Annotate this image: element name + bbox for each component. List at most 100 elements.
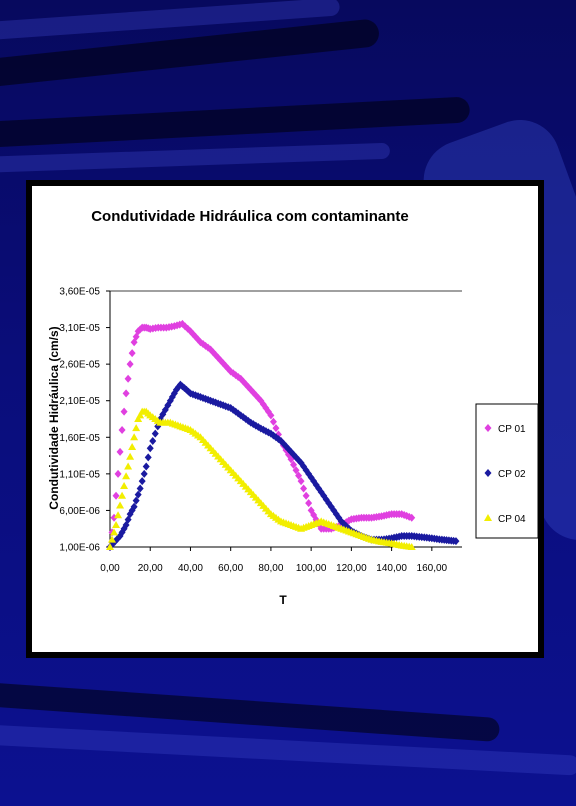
data-point: [126, 452, 135, 460]
data-point: [136, 484, 144, 493]
data-point: [194, 335, 202, 344]
data-point: [116, 501, 125, 509]
data-point: [191, 332, 199, 341]
data-point: [337, 517, 345, 526]
data-point: [134, 490, 142, 499]
series-cp-04: [106, 407, 416, 550]
data-point: [257, 396, 265, 405]
chart-frame: Condutividade Hidráulica com contaminant…: [26, 180, 544, 658]
data-point: [302, 491, 310, 500]
data-point: [452, 537, 460, 546]
data-point: [267, 411, 275, 420]
data-point: [126, 360, 134, 369]
x-axis-title: T: [279, 593, 287, 607]
x-tick-label: 140,00: [376, 563, 407, 574]
data-point: [197, 338, 205, 347]
data-point: [149, 436, 157, 445]
data-point: [112, 491, 120, 500]
data-point: [307, 506, 315, 515]
data-point: [295, 471, 303, 480]
data-point: [136, 411, 145, 419]
data-point: [227, 367, 235, 376]
data-point: [112, 521, 121, 529]
axes: 1,00E-06 6,00E-06 1,10E-05 1,60E-05 2,10E-05…: [59, 287, 462, 574]
data-point: [140, 469, 148, 478]
data-point: [151, 429, 159, 438]
y-tick-label: 1,00E-06: [59, 543, 100, 554]
data-point: [224, 364, 232, 373]
data-point: [239, 413, 247, 422]
data-point: [116, 447, 124, 456]
y-tick-label: 3,60E-05: [59, 287, 100, 298]
y-tick-label: 3,10E-05: [59, 323, 100, 334]
data-point: [110, 528, 119, 536]
legend-label: CP 02: [498, 469, 526, 480]
data-point: [124, 515, 132, 524]
data-point: [264, 407, 272, 416]
data-point: [106, 543, 114, 550]
y-tick-label: 6,00E-06: [59, 506, 100, 517]
data-point: [154, 422, 162, 431]
data-point: [300, 484, 308, 493]
background-stripe: [0, 142, 391, 174]
x-tick-label: 100,00: [296, 563, 327, 574]
data-point: [130, 433, 139, 441]
data-point: [164, 401, 172, 410]
data-point: [108, 535, 117, 543]
data-point: [247, 418, 255, 427]
data-point: [122, 389, 130, 398]
y-tick-label: 1,60E-05: [59, 433, 100, 444]
data-point: [122, 472, 131, 480]
x-tick-label: 20,00: [138, 563, 163, 574]
data-point: [138, 477, 146, 486]
y-axis-title: Condutividade Hidráulica (cm/s): [47, 326, 61, 509]
x-tick-label: 60,00: [218, 563, 243, 574]
data-point: [232, 407, 240, 416]
data-point: [267, 429, 275, 438]
data-point: [134, 415, 143, 422]
x-tick-label: 120,00: [336, 563, 367, 574]
data-point: [269, 417, 277, 426]
legend-marker: [484, 469, 492, 477]
chart-panel: Condutividade Hidráulica com contaminant…: [32, 186, 538, 652]
data-point: [234, 372, 242, 381]
data-point: [132, 496, 140, 505]
scatter-chart: Condutividade Hidráulica com contaminant…: [47, 208, 538, 607]
data-point: [128, 443, 137, 451]
data-point: [118, 491, 127, 499]
legend-label: CP 01: [498, 424, 526, 435]
data-point: [292, 466, 300, 475]
y-tick-label: 1,10E-05: [59, 469, 100, 480]
data-point: [305, 499, 313, 508]
data-point: [274, 435, 282, 444]
legend-marker: [484, 424, 492, 432]
x-tick-label: 0,00: [100, 563, 120, 574]
data-point: [330, 506, 338, 515]
data-point: [114, 469, 122, 478]
series-cp-01: [106, 319, 416, 551]
data-point: [272, 424, 280, 433]
data-point: [128, 349, 136, 358]
data-point: [178, 319, 186, 328]
data-point: [114, 511, 123, 519]
legend: CP 01 CP 02 CP 04: [475, 403, 538, 539]
data-point: [408, 513, 416, 522]
x-tick-label: 80,00: [258, 563, 283, 574]
y-tick-label: 2,10E-05: [59, 396, 100, 407]
x-tick-label: 160,00: [417, 563, 448, 574]
data-point: [407, 543, 416, 550]
data-point: [204, 343, 212, 352]
legend-label: CP 04: [498, 514, 526, 525]
y-tick-label: 2,60E-05: [59, 360, 100, 371]
data-point: [290, 460, 298, 469]
data-point: [118, 425, 126, 434]
x-tick-label: 40,00: [178, 563, 203, 574]
legend-marker: [484, 514, 492, 521]
data-points: [106, 319, 460, 551]
data-point: [120, 482, 129, 490]
data-point: [269, 431, 277, 440]
data-point: [132, 424, 141, 432]
data-point: [130, 502, 138, 511]
data-point: [124, 462, 133, 470]
data-point: [297, 477, 305, 486]
